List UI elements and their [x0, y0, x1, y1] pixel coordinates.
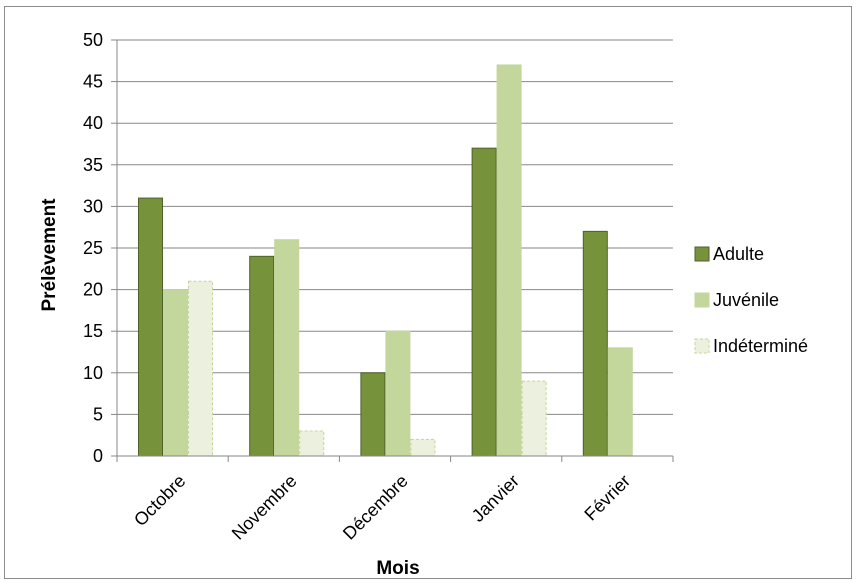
y-axis-title: Prélèvement	[39, 198, 60, 312]
y-tick-label: 25	[83, 238, 103, 258]
bar-adulte	[138, 197, 163, 457]
legend-label: Juvénile	[713, 290, 779, 310]
x-tick-label: Octobre	[130, 471, 189, 530]
bar-juvénile	[274, 239, 300, 457]
bar-juvénile	[385, 330, 411, 457]
bar-indéterminé	[188, 280, 213, 457]
bar-adulte	[360, 372, 386, 457]
bar-indéterminé	[299, 430, 325, 457]
x-tick-label: Décembre	[339, 471, 412, 544]
x-tick-labels: Octobre Novembre Décembre Janvier Février	[130, 471, 634, 544]
y-tick-label: 0	[93, 446, 103, 466]
bar-indéterminé	[410, 438, 436, 457]
y-tick-label: 20	[83, 280, 103, 300]
bar-adulte	[471, 147, 497, 457]
y-tick-label: 40	[83, 113, 103, 133]
chart-frame: 0 5 10 15 20 25 30 35 40 45 50 Octobre Novembre Déce…	[4, 6, 852, 579]
legend-swatch-juvénile	[694, 292, 710, 308]
bar-chart: 0 5 10 15 20 25 30 35 40 45 50 Octobre Novembre Déce…	[39, 30, 808, 579]
legend-swatch-adulte	[694, 246, 710, 262]
y-tick-label: 15	[83, 321, 103, 341]
y-tick-labels: 0 5 10 15 20 25 30 35 40 45 50	[83, 30, 103, 466]
y-tick-label: 5	[93, 404, 103, 424]
bar-indéterminé	[521, 380, 547, 457]
legend-swatch-indéterminé	[694, 338, 710, 354]
x-tick-label: Janvier	[468, 471, 523, 526]
legend: Adulte Juvénile Indéterminé	[694, 244, 808, 356]
y-tick-label: 10	[83, 363, 103, 383]
x-tick-label: Février	[580, 471, 634, 525]
bar-juvénile	[496, 64, 522, 457]
y-tick-label: 50	[83, 30, 103, 50]
bar-adulte	[582, 230, 608, 457]
axes	[111, 39, 674, 462]
y-tick-label: 35	[83, 155, 103, 175]
legend-label: Adulte	[713, 244, 764, 264]
x-tick-label: Novembre	[228, 471, 301, 544]
bar-adulte	[249, 255, 275, 457]
y-tick-label: 30	[83, 196, 103, 216]
legend-label: Indéterminé	[713, 336, 808, 356]
bar-juvénile	[607, 347, 633, 457]
x-axis-title: Mois	[376, 558, 419, 578]
y-tick-label: 45	[83, 72, 103, 92]
bar-juvénile	[163, 289, 188, 457]
